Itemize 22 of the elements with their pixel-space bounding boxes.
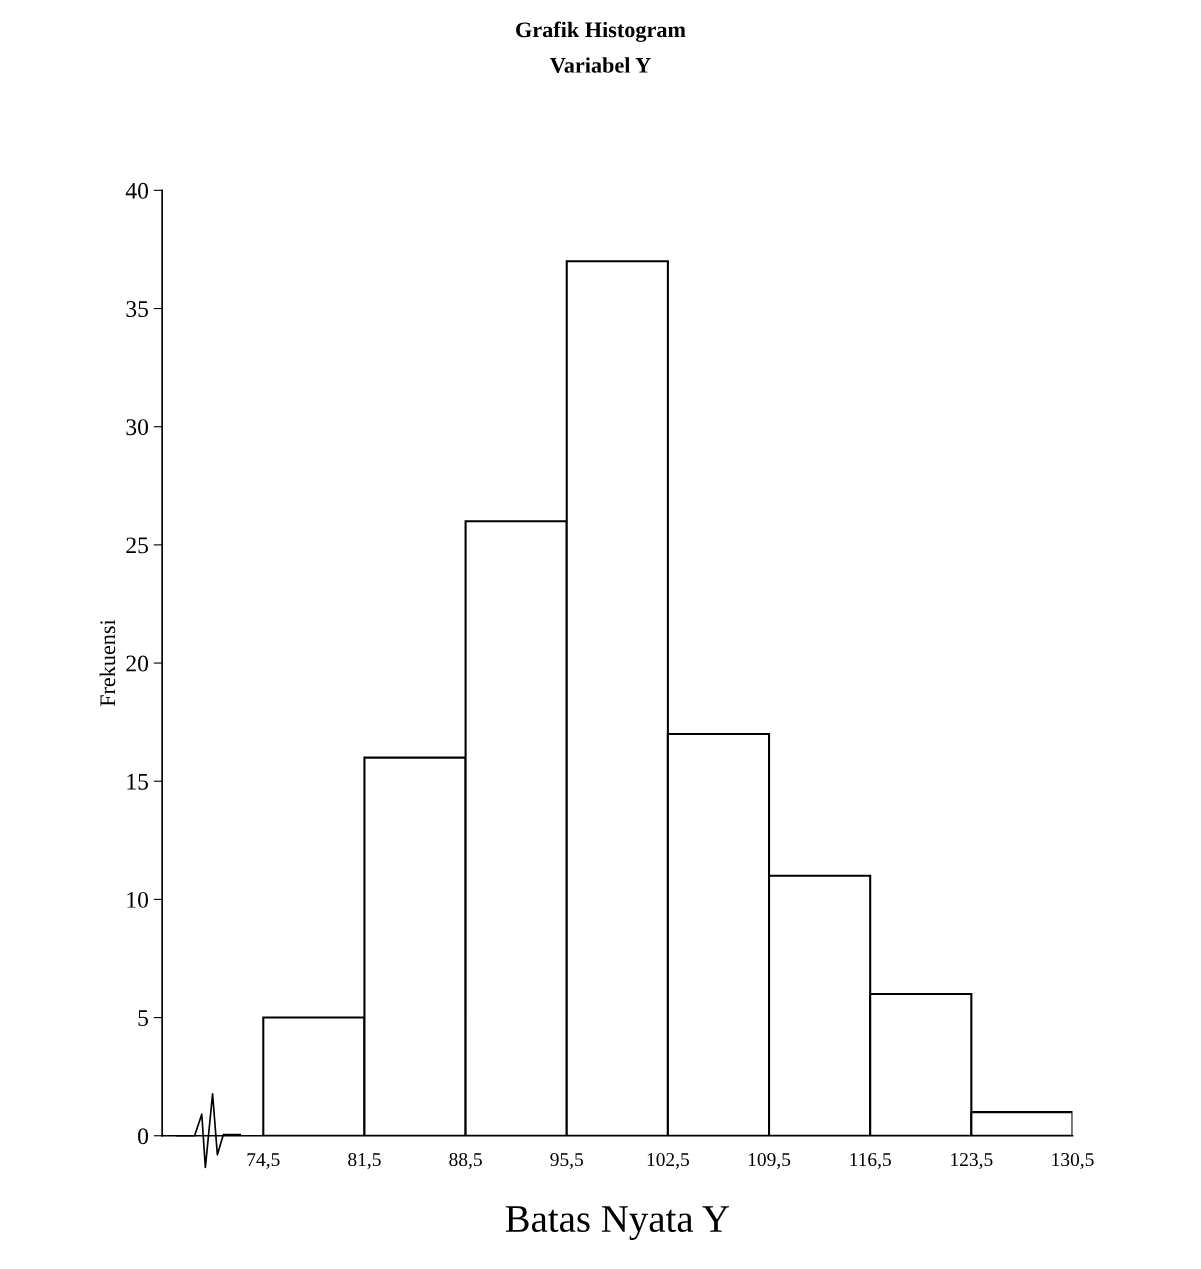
y-axis-title: Frekuensi <box>99 619 116 707</box>
x-tick-label: 109,5 <box>748 1152 791 1169</box>
chart-title: Grafik Histogram <box>516 21 686 42</box>
x-tick-label: 81,5 <box>348 1152 381 1169</box>
x-tick-label: 95,5 <box>550 1153 583 1169</box>
y-tick-label: 35 <box>126 301 149 317</box>
y-tick-label: 20 <box>126 655 149 672</box>
x-tick-label: 130,5 <box>1052 1152 1094 1169</box>
chart-subtitle: Variabel Y <box>550 57 651 73</box>
y-tick-label: 5 <box>138 1010 149 1026</box>
x-tick-label: 116,5 <box>850 1153 891 1169</box>
y-tick-label: 40 <box>125 182 149 199</box>
y-tick-label: 15 <box>127 773 149 790</box>
x-tick-label: 102,5 <box>647 1152 689 1169</box>
y-tick-label: 0 <box>138 1128 149 1145</box>
x-axis-title: Batas Nyata Y <box>505 1206 729 1241</box>
x-tick-label: 88,5 <box>449 1152 482 1169</box>
x-tick-label: 74,5 <box>247 1153 280 1169</box>
x-tick-label: 123,5 <box>951 1153 993 1169</box>
y-tick-label: 10 <box>127 891 149 908</box>
y-tick-label: 30 <box>126 419 149 436</box>
y-tick-label: 25 <box>126 537 149 554</box>
